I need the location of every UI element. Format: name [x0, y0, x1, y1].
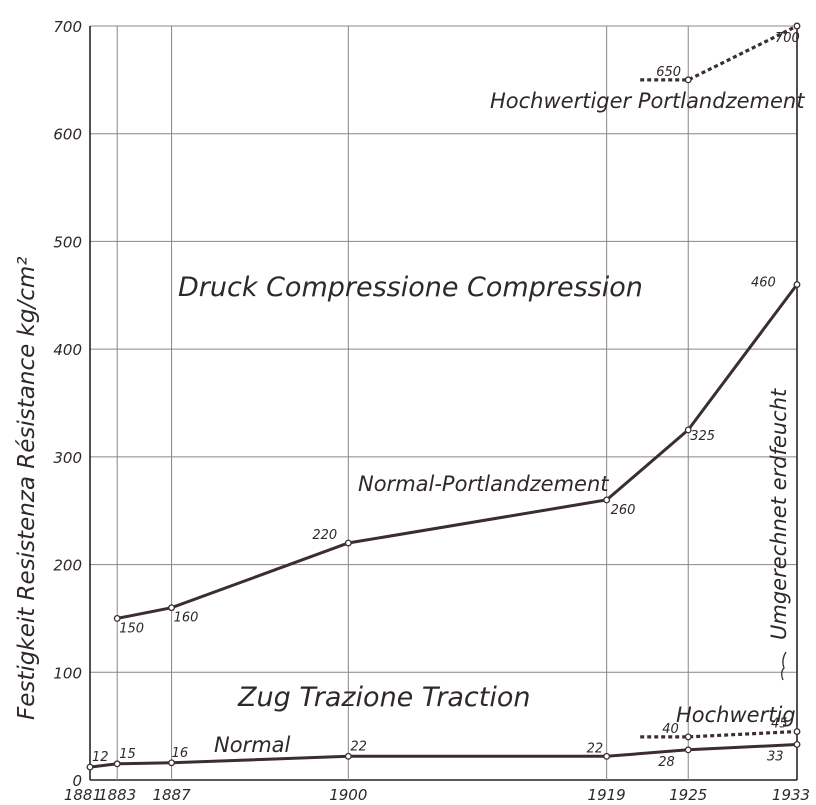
tension-title: Zug Trazione Traction	[237, 682, 530, 713]
y-tick-label: 700	[53, 18, 82, 36]
data-point	[604, 497, 610, 503]
series-name-hochwertiger-portlandzement: Hochwertiger Portlandzement	[490, 89, 805, 113]
data-point	[87, 764, 93, 770]
series-layer	[87, 23, 800, 770]
series-name-normal-portlandzement: Normal-Portlandzement	[358, 472, 609, 496]
data-point	[794, 282, 800, 288]
y-axis-title: Festigkeit Resistenza Résistance kg/cm²	[14, 257, 40, 721]
x-tick-label: 1925	[669, 786, 707, 804]
y-tick-label: 200	[53, 557, 82, 575]
data-label: 460	[751, 276, 776, 291]
data-point	[114, 761, 120, 767]
data-label: 22	[587, 741, 604, 756]
data-point	[346, 540, 352, 546]
data-label: 15	[119, 747, 136, 762]
data-label: 28	[658, 755, 675, 770]
compression-title: Druck Compressione Compression	[178, 272, 643, 303]
data-label: 22	[350, 739, 367, 754]
data-point	[169, 605, 175, 611]
data-point	[685, 747, 691, 753]
data-point	[794, 729, 800, 735]
data-label: 16	[172, 746, 189, 761]
series-name-hochwertig: Hochwertig	[676, 703, 796, 727]
data-point	[169, 760, 175, 766]
series-line	[117, 285, 797, 619]
data-point	[794, 23, 800, 29]
data-point	[685, 734, 691, 740]
data-label: 260	[611, 503, 636, 518]
data-label: 650	[656, 65, 681, 80]
side-note-brace	[782, 652, 786, 680]
side-note-umgerechnet: Umgerechnet erdfeucht	[767, 388, 791, 640]
series-name-normal: Normal	[214, 733, 291, 757]
x-tick-label: 1900	[329, 786, 367, 804]
data-point	[685, 77, 691, 83]
y-tick-label: 300	[53, 449, 82, 467]
x-tick-label: 1881	[64, 786, 102, 804]
x-tick-label: 1919	[588, 786, 626, 804]
data-label: 325	[690, 429, 715, 444]
data-label: 12	[92, 750, 109, 765]
data-label: 700	[775, 31, 800, 46]
data-label: 220	[312, 528, 337, 543]
data-point	[346, 754, 352, 760]
data-label: 150	[119, 621, 144, 636]
y-tick-label: 100	[53, 664, 82, 682]
x-tick-label: 1883	[98, 786, 136, 804]
y-tick-label: 600	[53, 126, 82, 144]
x-tick-label: 1933	[772, 786, 810, 804]
data-label: 33	[767, 749, 784, 764]
data-point	[604, 754, 610, 760]
grid-layer	[90, 26, 797, 780]
y-tick-label: 500	[53, 233, 82, 251]
data-point	[794, 742, 800, 748]
x-tick-label: 1887	[152, 786, 191, 804]
data-point	[114, 616, 120, 622]
y-tick-label: 400	[53, 341, 82, 359]
data-label: 160	[174, 611, 199, 626]
